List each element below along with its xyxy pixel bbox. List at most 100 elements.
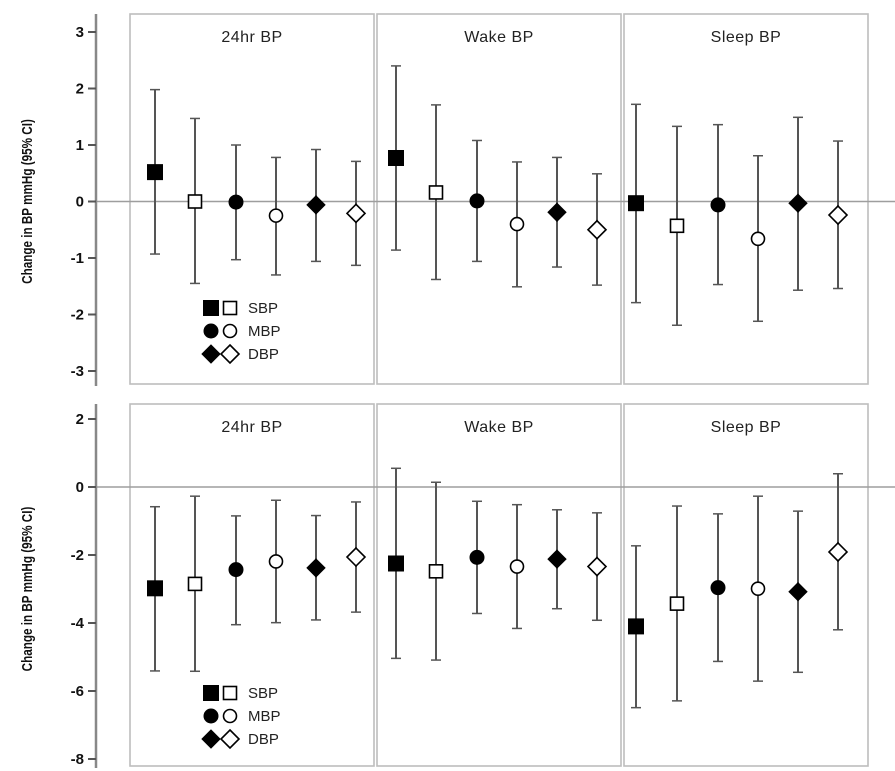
- panel-title: Wake BP: [464, 419, 534, 436]
- point-marker: [345, 546, 367, 568]
- point-marker: [547, 549, 567, 569]
- point-marker: [428, 185, 444, 200]
- data-point-sbp-filled: [628, 103, 644, 304]
- data-point-mbp-open: [509, 503, 525, 630]
- point-marker: [750, 231, 766, 247]
- point-marker: [710, 580, 726, 596]
- y-tick-label: 2: [76, 411, 84, 428]
- legend-marker-filled: [203, 708, 219, 724]
- point-marker: [469, 549, 485, 565]
- data-point-mbp-open: [509, 161, 525, 288]
- legend-marker-filled: [201, 344, 221, 364]
- y-tick-label: 3: [76, 24, 84, 41]
- point-marker: [147, 580, 163, 597]
- data-point-dbp-filled: [788, 116, 808, 291]
- data-point-mbp-open: [268, 156, 284, 276]
- y-axis-label: Change in BP mmHg (95% CI): [19, 119, 36, 284]
- data-point-dbp-open: [827, 472, 849, 631]
- legend-marker-filled: [203, 300, 219, 316]
- data-point-mbp-open: [750, 495, 766, 682]
- data-point-dbp-open: [345, 160, 367, 267]
- point-marker: [268, 554, 284, 569]
- point-marker: [586, 556, 608, 577]
- point-marker: [228, 194, 244, 210]
- point-marker: [788, 193, 808, 213]
- panel-wake-bp: Wake BP: [388, 419, 608, 661]
- legend-label: SBP: [248, 300, 278, 317]
- panel-title: 24hr BP: [221, 419, 282, 436]
- point-marker: [268, 208, 284, 223]
- y-tick-label: -1: [71, 250, 84, 267]
- point-marker: [187, 576, 203, 592]
- point-marker: [428, 564, 444, 579]
- legend-marker-open: [222, 323, 238, 339]
- data-point-sbp-filled: [147, 88, 163, 255]
- y-axis-label: Change in BP mmHg (95% CI): [19, 507, 36, 672]
- legend-marker-open: [222, 708, 238, 724]
- point-marker: [509, 216, 525, 232]
- point-marker: [547, 202, 567, 222]
- data-point-dbp-filled: [306, 514, 326, 621]
- point-marker: [388, 149, 404, 166]
- panel-title: Sleep BP: [711, 419, 782, 436]
- point-marker: [827, 204, 849, 226]
- chart-1: 3 2 1 0 -1 -2 -3 Change in BP mmHg (95% CI) 24hr…: [19, 13, 895, 386]
- point-marker: [628, 195, 644, 212]
- legend-label: DBP: [248, 346, 279, 363]
- panel-frame: [376, 403, 622, 767]
- point-marker: [788, 582, 808, 602]
- panel-title: Wake BP: [464, 29, 534, 46]
- y-tick-label: -8: [71, 751, 84, 768]
- point-marker: [228, 562, 244, 578]
- point-marker: [388, 555, 404, 572]
- data-point-sbp-open: [428, 481, 444, 661]
- data-point-mbp-filled: [228, 515, 244, 626]
- legend-marker-filled: [203, 685, 219, 701]
- legend-label: DBP: [248, 731, 279, 748]
- data-point-dbp-filled: [547, 156, 567, 268]
- chart-2: 2 0 -2 -4 -6 -8 Change in BP mmHg (95% CI) 24hr…: [19, 403, 895, 768]
- panel-frame: [623, 13, 869, 385]
- data-point-dbp-filled: [306, 148, 326, 263]
- legend-marker-open: [219, 343, 241, 365]
- point-marker: [710, 197, 726, 213]
- y-tick-label: -2: [71, 547, 84, 564]
- panel-title: 24hr BP: [221, 29, 282, 46]
- y-tick-label: 2: [76, 81, 84, 98]
- data-point-dbp-open: [586, 173, 608, 286]
- data-point-sbp-filled: [147, 505, 163, 672]
- data-point-mbp-open: [268, 499, 284, 624]
- panel-wake-bp: Wake BP: [388, 29, 608, 288]
- data-point-mbp-filled: [228, 144, 244, 261]
- y-tick-label: 1: [76, 137, 84, 154]
- legend-marker-open: [222, 300, 238, 316]
- data-point-mbp-filled: [469, 139, 485, 263]
- legend-label: MBP: [248, 708, 281, 725]
- data-point-sbp-filled: [388, 65, 404, 251]
- data-point-sbp-open: [428, 104, 444, 281]
- data-point-sbp-filled: [388, 467, 404, 660]
- legend-label: SBP: [248, 685, 278, 702]
- panel-24hr-bp: 24hr BP: [147, 29, 367, 285]
- data-point-dbp-filled: [788, 510, 808, 674]
- point-marker: [345, 203, 367, 224]
- legend: SBP MBP DBP: [201, 300, 281, 365]
- y-tick-label: 0: [76, 479, 84, 496]
- panel-24hr-bp: 24hr BP: [147, 419, 367, 673]
- data-point-dbp-filled: [547, 509, 567, 610]
- y-tick-label: -4: [71, 615, 85, 632]
- data-point-mbp-filled: [469, 500, 485, 615]
- point-marker: [669, 596, 685, 611]
- y-tick-label: -2: [71, 307, 84, 324]
- legend-marker-open: [222, 685, 238, 701]
- data-point-mbp-filled: [710, 123, 726, 286]
- legend: SBP MBP DBP: [201, 685, 281, 750]
- point-marker: [750, 581, 766, 596]
- data-point-dbp-open: [827, 140, 849, 290]
- legend-marker-filled: [203, 323, 219, 339]
- point-marker: [187, 194, 203, 209]
- data-point-sbp-filled: [628, 545, 644, 709]
- y-tick-label: 0: [76, 194, 84, 211]
- panel-sleep-bp: Sleep BP: [628, 29, 849, 326]
